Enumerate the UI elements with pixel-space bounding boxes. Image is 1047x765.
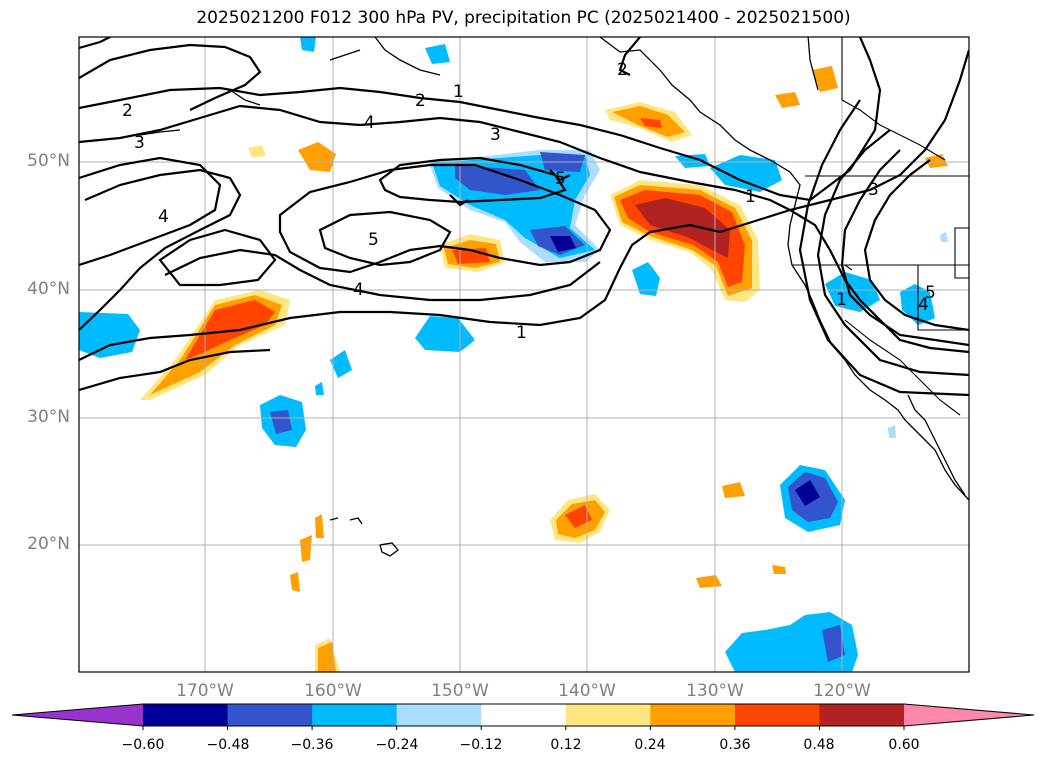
- colorbar-extend-max: [904, 704, 1034, 726]
- contour-label: 1: [836, 290, 847, 310]
- contour-label: 2: [415, 91, 426, 111]
- colorbar-segment: [227, 704, 313, 726]
- colorbar-segment: [143, 704, 229, 726]
- contour-label: 5: [368, 230, 379, 250]
- colorbar-tick: −0.60: [121, 737, 165, 753]
- contour-label: 3: [490, 125, 501, 145]
- colorbar-tick: −0.24: [375, 737, 419, 753]
- contour-label: 4: [364, 113, 375, 133]
- lon-label: 140°W: [558, 681, 616, 701]
- pv-contours: [79, 37, 969, 397]
- colorbar-tick: 0.36: [719, 737, 751, 753]
- plot-frame: [78, 36, 970, 673]
- graticule: [79, 37, 969, 672]
- colorbar-tick: 0.24: [634, 737, 666, 753]
- colorbar-tick: −0.12: [459, 737, 503, 753]
- contour-label: 2: [122, 101, 133, 121]
- contour-label: 1: [516, 323, 527, 343]
- colorbar-tick: −0.36: [290, 737, 334, 753]
- colorbar-segment: [650, 704, 736, 726]
- colorbar-segment: [734, 704, 820, 726]
- contour-label: 5: [555, 169, 566, 189]
- colorbar-segment: [312, 704, 398, 726]
- contour-label: 3: [868, 180, 879, 200]
- colorbar-segment: [481, 704, 567, 726]
- contour-label: 1: [453, 82, 464, 102]
- contour-label: 4: [353, 280, 364, 300]
- contour-label: 5: [925, 283, 936, 303]
- contour-label: 4: [158, 207, 169, 227]
- lon-label: 170°W: [176, 681, 234, 701]
- lat-label: 40°N: [27, 279, 70, 299]
- lon-label: 120°W: [813, 681, 871, 701]
- lon-label: 150°W: [431, 681, 489, 701]
- colorbar-segment: [396, 704, 482, 726]
- colorbar-tick: 0.60: [888, 737, 920, 753]
- contour-label: 2: [617, 60, 628, 80]
- colorbar-tick: −0.48: [206, 737, 250, 753]
- contour-label: 3: [134, 133, 145, 153]
- contour-label: 1: [745, 187, 756, 207]
- colorbar-tick: 0.12: [550, 737, 582, 753]
- map-title: 2025021200 F012 300 hPa PV, precipitatio…: [196, 8, 851, 28]
- lat-label: 20°N: [27, 534, 70, 554]
- lon-label: 130°W: [686, 681, 744, 701]
- map-plot: 1 2 3 4 5 2 3 4 5 4 1 1 2 3 4 5 1: [78, 36, 970, 673]
- colorbar-segment: [819, 704, 905, 726]
- colorbar-tick: 0.48: [803, 737, 835, 753]
- lat-label: 50°N: [27, 151, 70, 171]
- contour-labels: 1 2 3 4 5 2 3 4 5 4 1 1 2 3 4 5 1: [122, 60, 936, 343]
- lat-label: 30°N: [27, 407, 70, 427]
- contour-label: 4: [918, 295, 929, 315]
- lon-label: 160°W: [304, 681, 362, 701]
- colorbar-segment: [565, 704, 651, 726]
- colorbar-extend-min: [12, 704, 143, 726]
